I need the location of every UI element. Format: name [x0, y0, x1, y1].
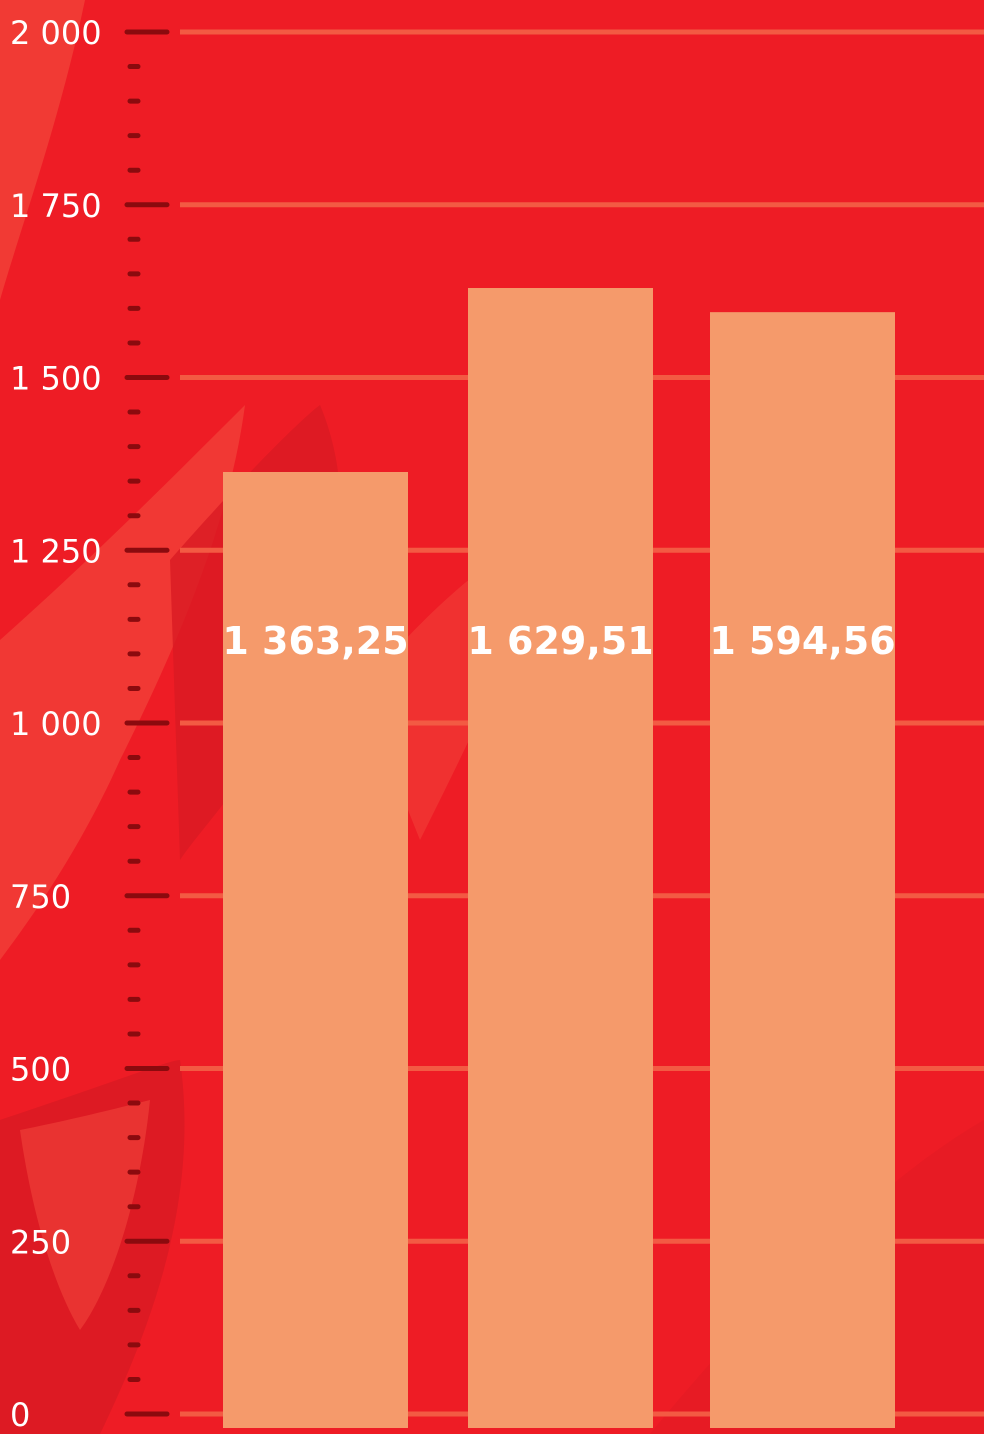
bar-value-label: 1 363,25: [222, 619, 408, 663]
y-tick-label: 750: [10, 878, 71, 916]
bar: [468, 288, 653, 1429]
y-tick-label: 2 000: [10, 14, 102, 52]
background-swoosh: [0, 0, 85, 300]
bar: [710, 312, 895, 1428]
y-tick-label: 0: [10, 1396, 30, 1434]
y-tick-label: 1 000: [10, 705, 102, 743]
bar-value-label: 1 594,56: [709, 619, 895, 663]
y-axis-ticks: [124, 29, 170, 1417]
bar: [223, 471, 408, 1428]
background-swoosh: [20, 1100, 150, 1330]
y-tick-label: 250: [10, 1223, 71, 1261]
background-swoosh: [0, 405, 245, 960]
bar-value-label: 1 629,51: [467, 619, 653, 663]
bar-value-labels: 1 363,25 1 629,51 1 594,56: [222, 619, 895, 663]
y-tick-label: 1 500: [10, 360, 102, 398]
bars: [223, 288, 895, 1429]
y-tick-label: 1 250: [10, 532, 102, 570]
y-tick-label: 500: [10, 1051, 71, 1089]
y-tick-label: 1 750: [10, 187, 102, 225]
y-axis-tick-labels: 0 250 500 750 1 000 1 250 1 500 1 750 2 000: [10, 14, 102, 1434]
